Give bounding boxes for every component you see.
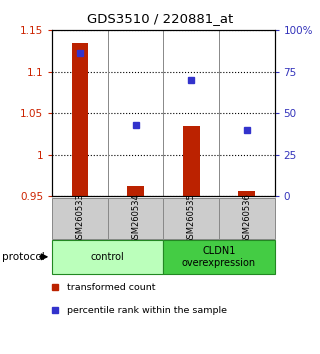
Text: protocol: protocol [2,252,44,262]
Text: control: control [91,252,124,262]
Text: GDS3510 / 220881_at: GDS3510 / 220881_at [87,12,233,25]
Text: CLDN1
overexpression: CLDN1 overexpression [182,246,256,268]
Text: GSM260534: GSM260534 [131,193,140,244]
Bar [183,126,199,196]
Text: transformed count: transformed count [67,283,155,292]
Bar [72,42,88,196]
Text: GSM260536: GSM260536 [242,193,251,244]
Bar [127,185,144,196]
Bar [219,198,275,239]
Text: GSM260533: GSM260533 [76,193,84,244]
Bar [164,198,219,239]
Bar [164,240,275,274]
Text: GSM260535: GSM260535 [187,193,196,244]
Text: percentile rank within the sample: percentile rank within the sample [67,306,227,315]
Bar [108,198,164,239]
Bar [52,240,164,274]
Bar [52,198,108,239]
Bar [238,191,255,196]
